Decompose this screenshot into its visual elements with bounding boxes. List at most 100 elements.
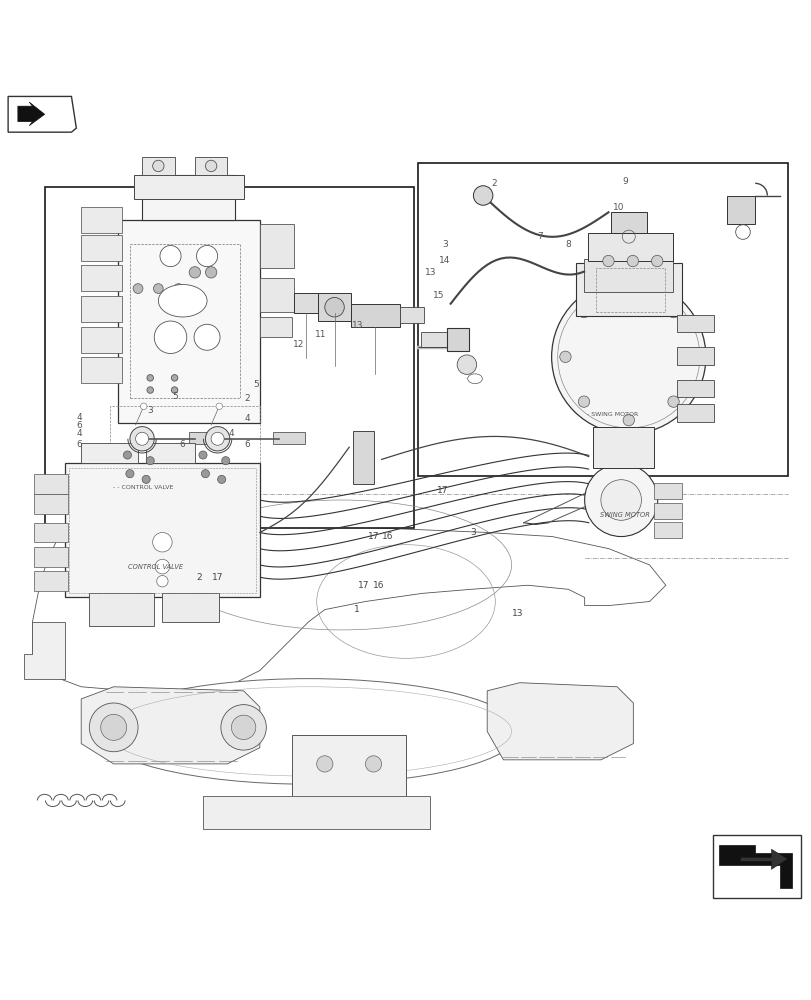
Text: 3: 3 (470, 528, 476, 537)
Bar (318, 293, 350, 321)
Circle shape (153, 284, 163, 293)
Circle shape (622, 414, 633, 426)
Bar (81, 235, 122, 261)
Polygon shape (718, 845, 791, 888)
Bar (583, 259, 672, 292)
Bar (294, 293, 318, 313)
Circle shape (152, 532, 172, 552)
Bar (260, 278, 294, 312)
Bar (587, 233, 672, 261)
Bar (118, 220, 260, 423)
Bar (134, 175, 243, 199)
Text: 2: 2 (245, 394, 250, 403)
Bar (89, 593, 154, 626)
Circle shape (667, 396, 679, 407)
Circle shape (205, 267, 217, 278)
Text: 6: 6 (179, 440, 186, 449)
Text: 2: 2 (196, 573, 201, 582)
Bar (195, 157, 227, 175)
Text: 17: 17 (358, 581, 369, 590)
Bar (34, 523, 68, 542)
Bar (292, 735, 406, 800)
Circle shape (626, 255, 637, 267)
Circle shape (154, 321, 187, 354)
Bar (446, 328, 469, 351)
Circle shape (211, 432, 224, 445)
Bar (260, 317, 292, 337)
Circle shape (157, 576, 168, 587)
Bar (726, 196, 754, 224)
Bar (203, 796, 430, 829)
Text: 13: 13 (424, 268, 436, 277)
Circle shape (221, 705, 266, 750)
Bar (109, 406, 260, 508)
Circle shape (146, 457, 154, 465)
Bar (592, 427, 653, 468)
Circle shape (473, 186, 492, 205)
Bar (676, 380, 713, 397)
Text: 5: 5 (252, 380, 259, 389)
Bar (162, 593, 219, 622)
Bar (45, 187, 414, 528)
Text: 13: 13 (512, 609, 523, 618)
Bar (142, 175, 235, 220)
Polygon shape (81, 687, 260, 764)
Circle shape (194, 324, 220, 350)
Text: 6: 6 (244, 440, 251, 449)
Bar (676, 315, 713, 332)
Bar (575, 263, 680, 316)
Text: 3: 3 (441, 240, 448, 249)
Circle shape (133, 284, 143, 293)
Circle shape (201, 470, 209, 478)
Bar (34, 571, 68, 591)
Circle shape (216, 403, 222, 410)
Circle shape (130, 427, 154, 451)
Bar (712, 835, 800, 898)
Text: 14: 14 (439, 256, 450, 265)
Bar (653, 483, 681, 499)
Bar (189, 432, 217, 444)
Circle shape (217, 475, 225, 483)
Circle shape (685, 351, 697, 363)
Circle shape (365, 756, 381, 772)
Circle shape (126, 470, 134, 478)
Circle shape (205, 427, 230, 451)
Bar (65, 463, 260, 597)
Circle shape (622, 288, 633, 299)
Text: 10: 10 (612, 203, 624, 212)
Circle shape (667, 306, 679, 318)
Text: 4: 4 (229, 429, 234, 438)
Bar (399, 307, 423, 323)
Circle shape (316, 756, 333, 772)
Text: 16: 16 (372, 581, 384, 590)
Bar (130, 244, 239, 398)
Text: 9: 9 (621, 177, 628, 186)
Text: 11: 11 (315, 330, 326, 339)
Circle shape (142, 475, 150, 483)
Text: 1: 1 (354, 605, 360, 614)
Text: 3: 3 (147, 406, 153, 415)
Circle shape (196, 246, 217, 267)
Circle shape (147, 375, 153, 381)
Bar (653, 522, 681, 538)
Circle shape (89, 703, 138, 752)
Bar (420, 332, 446, 347)
Circle shape (559, 351, 570, 363)
Text: 13: 13 (351, 321, 363, 330)
Bar (272, 432, 305, 444)
Text: 17: 17 (436, 486, 448, 495)
Polygon shape (18, 102, 45, 126)
Bar (81, 296, 122, 322)
Bar (81, 265, 122, 291)
Circle shape (152, 160, 164, 172)
Bar (81, 327, 122, 353)
Text: 6: 6 (76, 421, 83, 430)
Bar (595, 268, 664, 312)
Text: 15: 15 (432, 291, 444, 300)
Circle shape (174, 284, 183, 293)
Polygon shape (8, 96, 76, 132)
Polygon shape (32, 520, 665, 695)
Bar (34, 474, 68, 494)
Circle shape (602, 255, 613, 267)
Circle shape (199, 451, 207, 459)
